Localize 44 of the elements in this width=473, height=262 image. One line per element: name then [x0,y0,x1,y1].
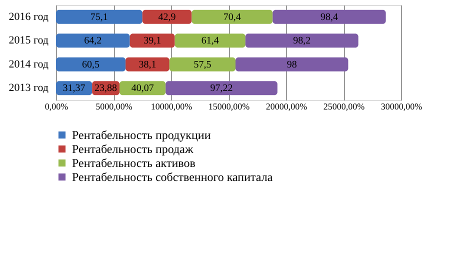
x-tick-label: 15000,00% [208,102,250,112]
y-tick-label: 2015 год [8,34,49,47]
x-tick-label: 0,00% [44,102,69,112]
legend-label: Рентабельность активов [72,156,196,170]
y-tick-label: 2013 год [8,82,49,94]
legend-label: Рентабельность продаж [72,142,194,156]
data-label: 38,1 [138,59,156,70]
data-label: 98,4 [320,12,338,23]
data-label: 40,07 [131,83,154,94]
data-label: 57,5 [194,59,212,70]
data-label: 75,1 [90,12,108,23]
x-tick-label: 20000,00% [266,102,308,112]
bar [166,81,278,96]
bar [56,34,130,48]
data-label: 42,9 [158,12,176,23]
bar [56,57,126,72]
data-label: 64,2 [84,36,102,47]
x-tick-label: 30000,00% [380,102,423,112]
data-label: 39,1 [144,36,162,47]
data-label: 70,4 [223,12,241,23]
data-label: 97,22 [210,83,233,94]
data-label: 61,4 [201,36,219,47]
bar [174,34,246,48]
x-tick-label: 25000,00% [323,102,366,112]
data-label: 31,37 [62,83,86,94]
x-tick-label: 5000,00% [96,102,133,112]
bar [142,10,192,24]
bar [56,10,142,24]
bar [130,34,175,48]
data-label: 98,2 [293,36,311,47]
y-tick-label: 2016 год [8,10,49,23]
legend-label: Рентабельность продукции [72,128,212,142]
x-tick-label: 10000,00% [150,102,193,112]
data-label: 98 [286,59,297,70]
y-tick-label: 2014 год [8,58,49,70]
bar [192,10,273,24]
data-label: 23,88 [94,83,118,94]
bar [236,57,348,72]
bar [272,10,386,24]
legend-label: Рентабельность собственного капитала [72,170,274,184]
data-label: 60,5 [82,59,100,70]
bar [169,57,236,72]
bar [245,34,358,48]
bar [126,57,170,72]
